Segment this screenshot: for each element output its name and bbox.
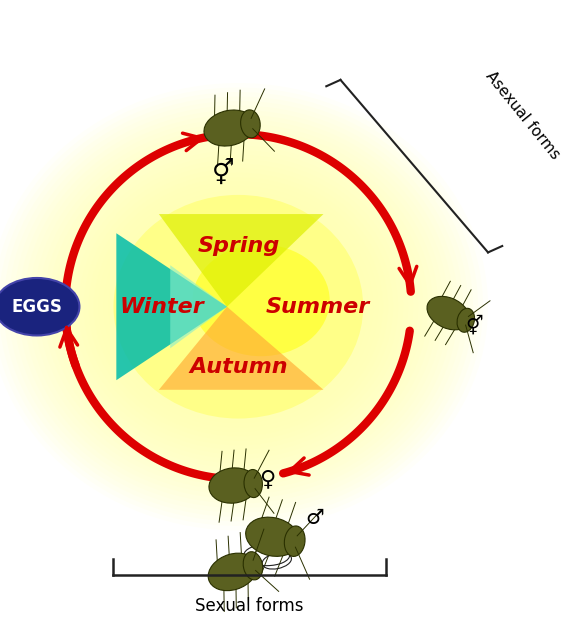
Ellipse shape bbox=[209, 468, 257, 503]
Ellipse shape bbox=[34, 123, 443, 490]
Ellipse shape bbox=[59, 146, 418, 468]
Polygon shape bbox=[117, 233, 227, 380]
Text: Spring: Spring bbox=[197, 236, 280, 256]
Ellipse shape bbox=[114, 195, 363, 419]
Ellipse shape bbox=[68, 155, 408, 459]
Ellipse shape bbox=[243, 551, 263, 580]
Ellipse shape bbox=[28, 119, 448, 495]
Text: EGGS: EGGS bbox=[12, 298, 62, 316]
Ellipse shape bbox=[99, 181, 378, 432]
Ellipse shape bbox=[0, 88, 483, 526]
Ellipse shape bbox=[108, 190, 368, 423]
Text: Winter: Winter bbox=[119, 296, 204, 317]
Ellipse shape bbox=[53, 141, 423, 472]
Ellipse shape bbox=[78, 164, 398, 450]
Ellipse shape bbox=[74, 159, 403, 454]
Text: Asexual forms: Asexual forms bbox=[483, 68, 562, 162]
Ellipse shape bbox=[241, 110, 260, 138]
Text: ⚥: ⚥ bbox=[465, 316, 483, 335]
Ellipse shape bbox=[89, 173, 388, 441]
Ellipse shape bbox=[49, 137, 428, 477]
Text: ⚥: ⚥ bbox=[212, 160, 235, 186]
Ellipse shape bbox=[13, 105, 463, 508]
Polygon shape bbox=[171, 265, 227, 348]
Ellipse shape bbox=[244, 470, 262, 498]
Ellipse shape bbox=[103, 186, 373, 427]
Ellipse shape bbox=[0, 83, 488, 530]
Ellipse shape bbox=[9, 101, 468, 512]
Polygon shape bbox=[159, 307, 324, 390]
Ellipse shape bbox=[64, 150, 413, 463]
Ellipse shape bbox=[246, 517, 299, 557]
Text: Sexual forms: Sexual forms bbox=[195, 597, 304, 615]
Text: ♂: ♂ bbox=[306, 507, 324, 528]
Ellipse shape bbox=[204, 110, 255, 146]
Ellipse shape bbox=[19, 110, 458, 504]
Polygon shape bbox=[159, 214, 324, 307]
Text: Summer: Summer bbox=[266, 296, 370, 317]
Ellipse shape bbox=[208, 553, 257, 590]
Ellipse shape bbox=[84, 168, 393, 445]
Text: Autumn: Autumn bbox=[189, 357, 288, 378]
Ellipse shape bbox=[44, 132, 433, 481]
Ellipse shape bbox=[284, 526, 305, 557]
Ellipse shape bbox=[457, 308, 474, 332]
Ellipse shape bbox=[0, 278, 79, 335]
Ellipse shape bbox=[3, 96, 473, 517]
Ellipse shape bbox=[193, 245, 329, 357]
Ellipse shape bbox=[0, 92, 478, 521]
Ellipse shape bbox=[39, 128, 438, 486]
Text: ♀: ♀ bbox=[259, 469, 275, 489]
Ellipse shape bbox=[93, 177, 383, 436]
Ellipse shape bbox=[427, 296, 470, 330]
Ellipse shape bbox=[24, 114, 453, 499]
